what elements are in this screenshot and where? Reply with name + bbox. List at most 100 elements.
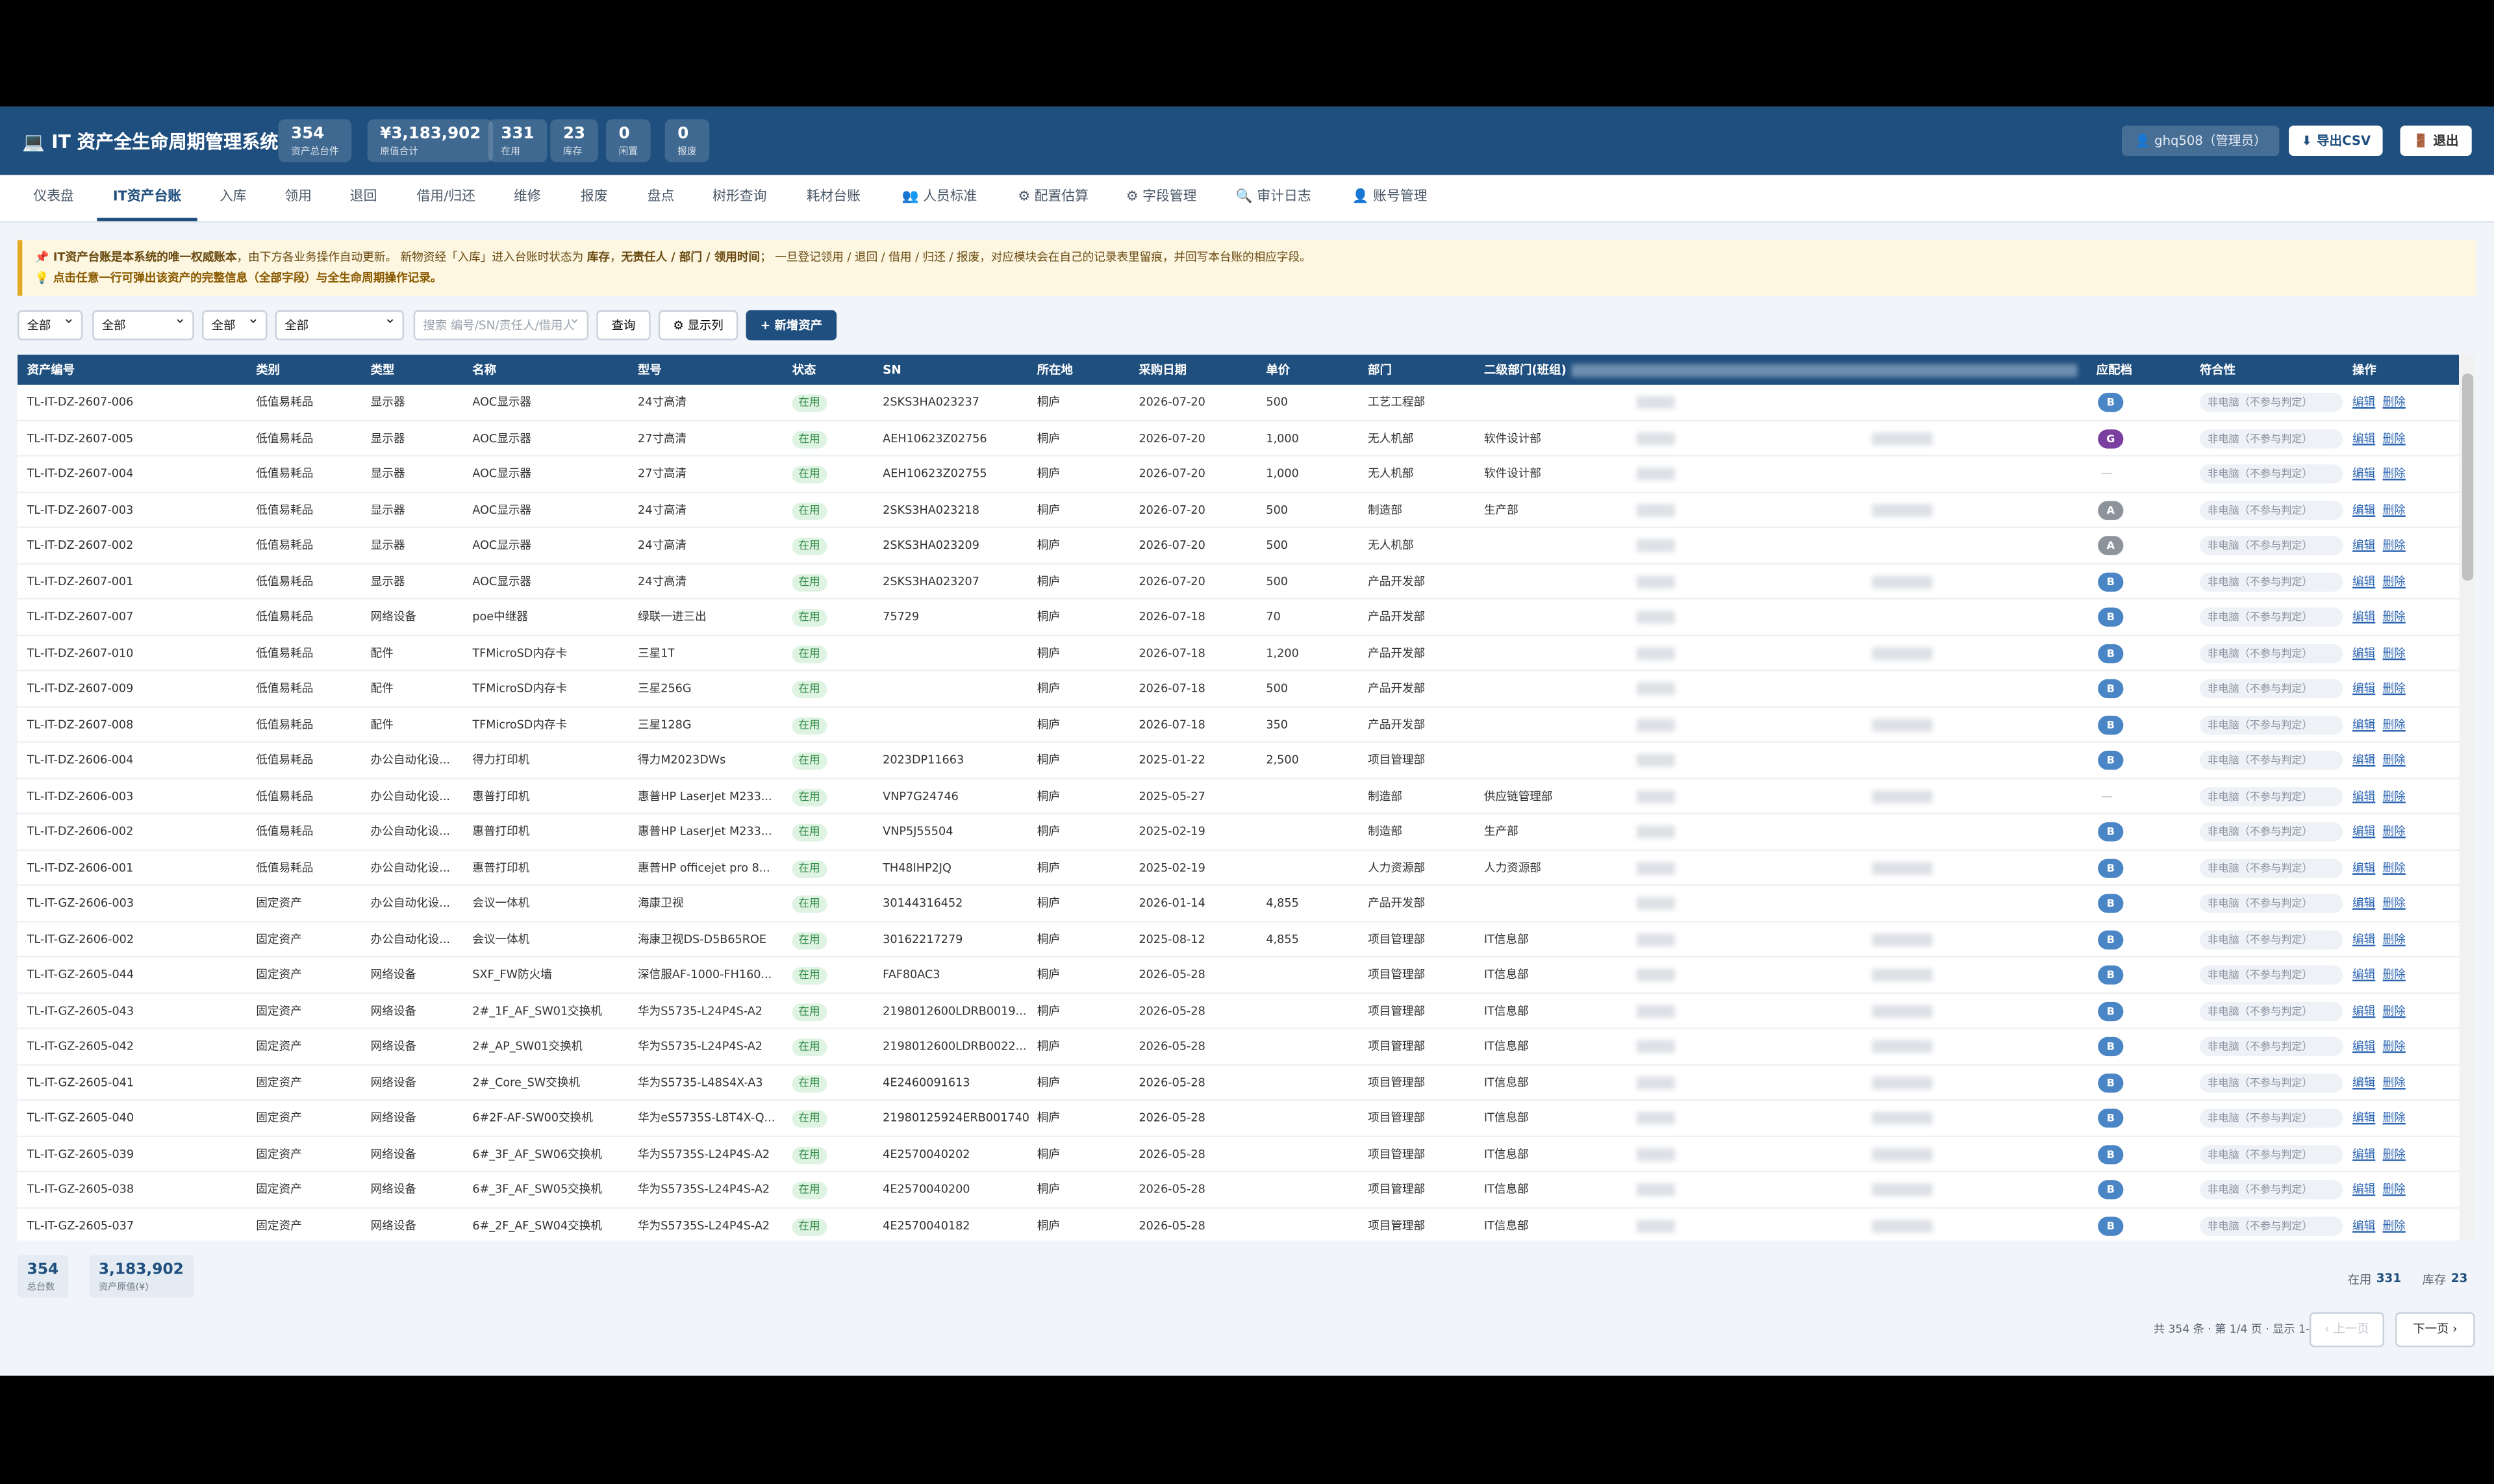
nav-tab[interactable]: IT资产台账: [97, 175, 197, 221]
edit-link[interactable]: 编辑: [2352, 501, 2376, 516]
delete-link[interactable]: 删除: [2382, 716, 2406, 731]
edit-link[interactable]: 编辑: [2352, 1038, 2376, 1053]
nav-tab[interactable]: 树形查询: [712, 189, 767, 205]
nav-tab[interactable]: 维修: [514, 189, 541, 205]
table-row[interactable]: TL-IT-DZ-2607-003 低值易耗品 显示器 AOC显示器 24寸高清 在用 2S…: [17, 492, 2460, 529]
table-row[interactable]: TL-IT-GZ-2605-040 固定资产 网络设备 6#2F-AF-SW00交换机…: [17, 1101, 2460, 1137]
nav-tab[interactable]: 领用: [284, 189, 312, 205]
table-row[interactable]: TL-IT-GZ-2606-002 固定资产 办公自动化设... 会议一体机 海康卫视D…: [17, 922, 2460, 958]
table-row[interactable]: TL-IT-DZ-2606-004 低值易耗品 办公自动化设... 得力打印机 得力M2…: [17, 743, 2460, 779]
edit-link[interactable]: 编辑: [2352, 859, 2376, 874]
table-row[interactable]: TL-IT-DZ-2607-008 低值易耗品 配件 TFMicroSD内存卡 三星12…: [17, 707, 2460, 743]
delete-link[interactable]: 删除: [2382, 1217, 2406, 1232]
table-row[interactable]: TL-IT-DZ-2607-001 低值易耗品 显示器 AOC显示器 24寸高清 在用 2S…: [17, 564, 2460, 600]
filter-select[interactable]: 全部: [202, 307, 268, 341]
delete-link[interactable]: 删除: [2382, 966, 2406, 982]
next-button[interactable]: 下一页 ›: [2395, 1312, 2475, 1348]
table-row[interactable]: TL-IT-DZ-2607-002 低值易耗品 显示器 AOC显示器 24寸高清 在用 2S…: [17, 528, 2460, 564]
edit-link[interactable]: 编辑: [2352, 1146, 2376, 1161]
edit-link[interactable]: 编辑: [2352, 1074, 2376, 1089]
delete-link[interactable]: 删除: [2382, 645, 2406, 660]
filter-select[interactable]: 全部: [17, 307, 83, 341]
edit-link[interactable]: 编辑: [2352, 824, 2376, 838]
delete-link[interactable]: 删除: [2382, 537, 2406, 552]
delete-link[interactable]: 删除: [2382, 1146, 2406, 1161]
table-row[interactable]: TL-IT-GZ-2605-038 固定资产 网络设备 6#_3F_AF_SW05交换…: [17, 1172, 2460, 1209]
search-input[interactable]: 搜索 编号/SN/责任人/借用人: [413, 307, 589, 341]
export-button[interactable]: ⬇ 导出CSV: [2289, 125, 2384, 157]
edit-link[interactable]: 编辑: [2352, 645, 2376, 660]
table-row[interactable]: TL-IT-DZ-2607-005 低值易耗品 显示器 AOC显示器 27寸高清 在用 AE…: [17, 421, 2460, 457]
table-row[interactable]: TL-IT-GZ-2606-003 固定资产 办公自动化设... 会议一体机 海康卫视 在…: [17, 886, 2460, 922]
table-row[interactable]: TL-IT-DZ-2607-004 低值易耗品 显示器 AOC显示器 27寸高清 在用 AE…: [17, 457, 2460, 492]
delete-link[interactable]: 删除: [2382, 681, 2406, 696]
table-row[interactable]: TL-IT-DZ-2607-007 低值易耗品 网络设备 poe中继器 绿联一进三出 在用…: [17, 599, 2460, 636]
edit-link[interactable]: 编辑: [2352, 1110, 2376, 1125]
table-row[interactable]: TL-IT-DZ-2607-006 低值易耗品 显示器 AOC显示器 24寸高清 在用 2S…: [17, 385, 2460, 421]
delete-link[interactable]: 删除: [2382, 394, 2406, 409]
edit-link[interactable]: 编辑: [2352, 394, 2376, 409]
edit-link[interactable]: 编辑: [2352, 466, 2376, 481]
edit-link[interactable]: 编辑: [2352, 1003, 2376, 1018]
table-row[interactable]: TL-IT-GZ-2605-039 固定资产 网络设备 6#_3F_AF_SW06交换…: [17, 1137, 2460, 1172]
table-row[interactable]: TL-IT-DZ-2607-010 低值易耗品 配件 TFMicroSD内存卡 三星1T…: [17, 635, 2460, 672]
edit-link[interactable]: 编辑: [2352, 716, 2376, 731]
delete-link[interactable]: 删除: [2382, 824, 2406, 838]
edit-link[interactable]: 编辑: [2352, 537, 2376, 552]
edit-link[interactable]: 编辑: [2352, 966, 2376, 982]
delete-link[interactable]: 删除: [2382, 573, 2406, 588]
nav-tab[interactable]: 耗材台账: [806, 189, 861, 205]
table-row[interactable]: TL-IT-GZ-2605-037 固定资产 网络设备 6#_2F_AF_SW04交换…: [18, 1208, 2459, 1240]
table-row[interactable]: TL-IT-GZ-2605-041 固定资产 网络设备 2#_Core_SW交换机 华为…: [17, 1065, 2460, 1101]
table-row[interactable]: TL-IT-GZ-2605-043 固定资产 网络设备 2#_1F_AF_SW01交换…: [17, 993, 2460, 1029]
table-row[interactable]: TL-IT-GZ-2605-042 固定资产 网络设备 2#_AP_SW01交换机 华为…: [17, 1029, 2460, 1065]
delete-link[interactable]: 删除: [2382, 466, 2406, 481]
delete-link[interactable]: 删除: [2382, 895, 2406, 910]
edit-link[interactable]: 编辑: [2352, 752, 2376, 767]
edit-link[interactable]: 编辑: [2352, 931, 2376, 946]
table-row[interactable]: TL-IT-DZ-2606-002 低值易耗品 办公自动化设... 惠普打印机 惠普HP…: [17, 814, 2460, 850]
nav-tab[interactable]: 报废: [580, 189, 608, 205]
table-row[interactable]: TL-IT-DZ-2606-001 低值易耗品 办公自动化设... 惠普打印机 惠普HP…: [17, 850, 2460, 887]
delete-link[interactable]: 删除: [2382, 501, 2406, 516]
table-row[interactable]: TL-IT-DZ-2607-009 低值易耗品 配件 TFMicroSD内存卡 三星25…: [17, 671, 2460, 707]
delete-link[interactable]: 删除: [2382, 931, 2406, 946]
edit-link[interactable]: 编辑: [2352, 573, 2376, 588]
edit-link[interactable]: 编辑: [2352, 430, 2376, 445]
logout-button[interactable]: 🚪 退出: [2400, 125, 2472, 157]
query-button[interactable]: 查询: [596, 310, 651, 341]
edit-link[interactable]: 编辑: [2352, 609, 2376, 624]
edit-link[interactable]: 编辑: [2352, 1181, 2376, 1196]
add-button[interactable]: + 新增资产: [746, 310, 837, 341]
table-row[interactable]: TL-IT-DZ-2606-003 低值易耗品 办公自动化设... 惠普打印机 惠普HP…: [17, 779, 2460, 814]
table-row[interactable]: TL-IT-GZ-2605-044 固定资产 网络设备 SXF_FW防火墙 深信服AF-…: [17, 957, 2460, 994]
delete-link[interactable]: 删除: [2382, 752, 2406, 767]
scroll-thumb[interactable]: [2462, 373, 2474, 581]
delete-link[interactable]: 删除: [2382, 1074, 2406, 1089]
delete-link[interactable]: 删除: [2382, 1110, 2406, 1125]
delete-link[interactable]: 删除: [2382, 609, 2406, 624]
user[interactable]: 👤 ghq508（管理员）: [2121, 125, 2280, 157]
columns-button[interactable]: ⚙ 显示列: [658, 310, 738, 341]
filter-select[interactable]: 全部: [275, 307, 405, 341]
delete-link[interactable]: 删除: [2382, 1003, 2406, 1018]
delete-link[interactable]: 删除: [2382, 788, 2406, 803]
nav-tab[interactable]: 借用/归还: [416, 189, 475, 205]
nav-tab[interactable]: 👥 人员标准: [901, 189, 977, 205]
nav-tab[interactable]: 盘点: [647, 189, 675, 205]
delete-link[interactable]: 删除: [2382, 430, 2406, 445]
nav-tab[interactable]: 入库: [219, 189, 247, 205]
nav-tab[interactable]: 👤 账号管理: [1352, 189, 1428, 205]
nav-tab[interactable]: 🔍 审计日志: [1235, 189, 1311, 205]
nav-tab[interactable]: ⚙ 配置估算: [1018, 189, 1089, 205]
filter-select[interactable]: 全部: [92, 307, 194, 341]
nav-tab[interactable]: ⚙ 字段管理: [1126, 189, 1197, 205]
edit-link[interactable]: 编辑: [2352, 788, 2376, 803]
edit-link[interactable]: 编辑: [2352, 681, 2376, 696]
prev-button[interactable]: ‹ 上一页: [2309, 1312, 2385, 1348]
edit-link[interactable]: 编辑: [2352, 1217, 2376, 1232]
nav-tab[interactable]: 仪表盘: [33, 189, 74, 205]
nav-tab[interactable]: 退回: [349, 189, 377, 205]
edit-link[interactable]: 编辑: [2352, 895, 2376, 910]
delete-link[interactable]: 删除: [2382, 1038, 2406, 1053]
